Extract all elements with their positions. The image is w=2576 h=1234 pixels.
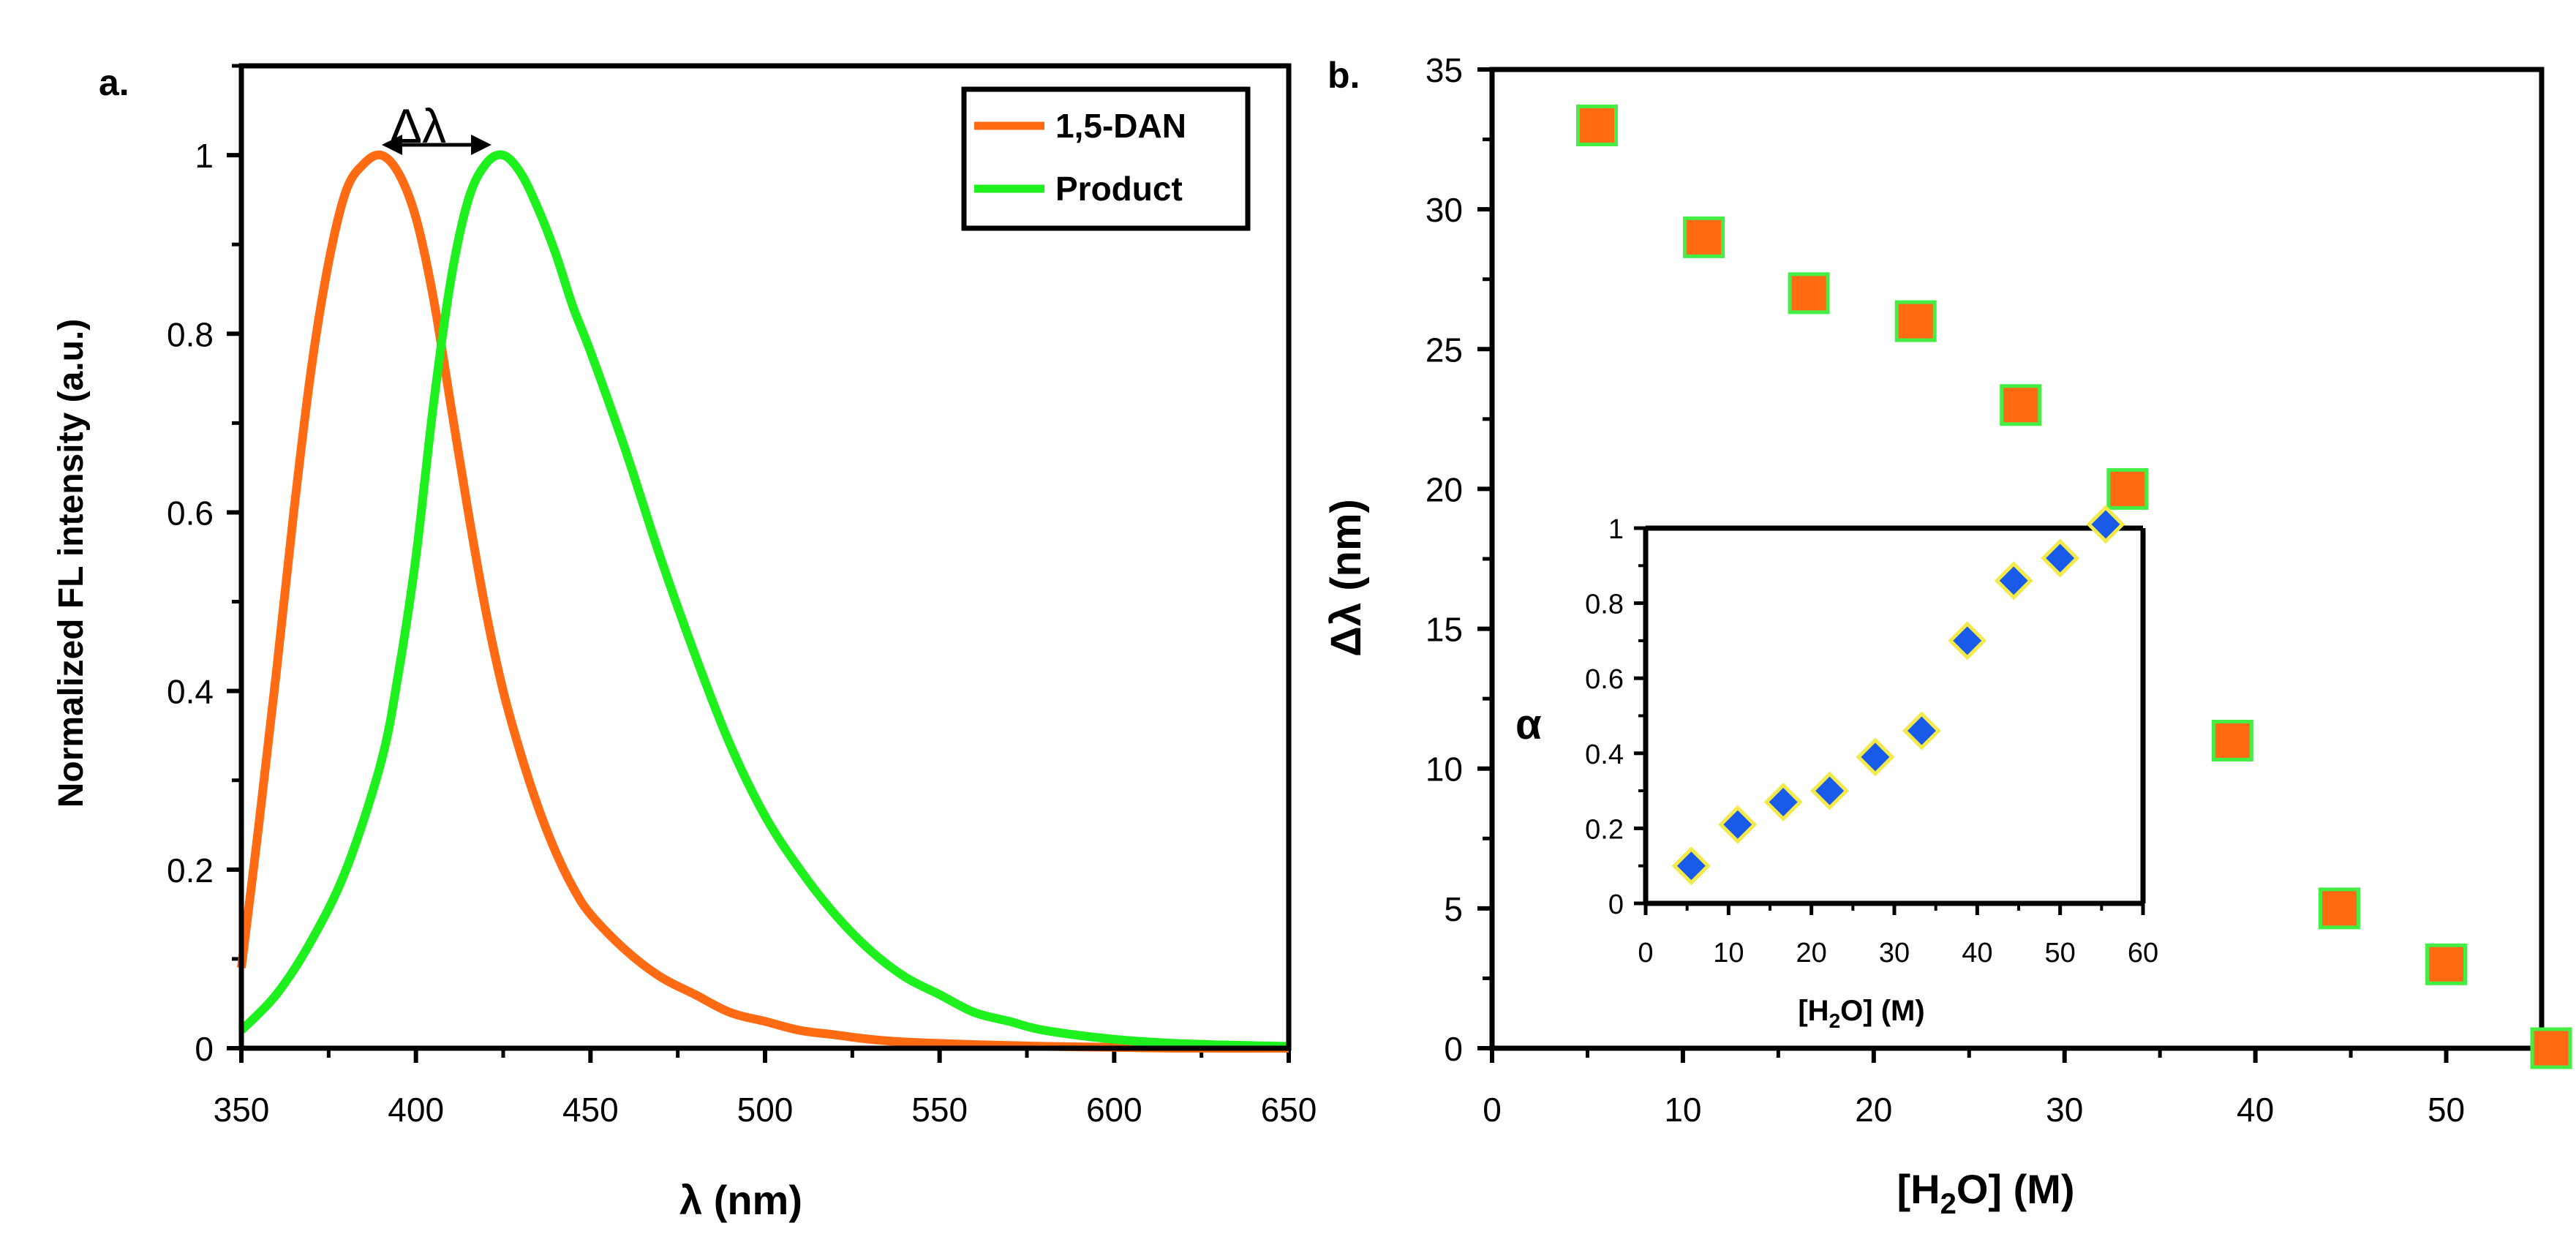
- panel-b-x-tick-label: 40: [2237, 1091, 2274, 1129]
- data-point: [1788, 272, 1830, 315]
- legend-label-1,5-dan: 1,5-DAN: [1055, 107, 1186, 145]
- data-point: [2106, 467, 2149, 510]
- panel-a-y-axis-title: Normalized FL intensity (a.u.): [52, 319, 91, 808]
- panel-a-x-tick-label: 500: [737, 1091, 794, 1129]
- panel-b-y-tick-label: 10: [1426, 750, 1463, 789]
- panel-a-tick-labels: 350 400 450 500 550 600 650 0 0.2 0.4 0.6 0.8 1: [167, 137, 1317, 1129]
- panel-b-label: b.: [1327, 55, 1360, 96]
- legend-label-product: Product: [1055, 170, 1183, 208]
- panel-a-y-tick-label: 0.6: [167, 494, 214, 532]
- inset-y-tick-label: 1: [1608, 514, 1624, 545]
- inset-x-tick-label: 10: [1713, 938, 1744, 968]
- inset-x-tick-label: 0: [1638, 938, 1653, 968]
- inset-data-point: [2086, 505, 2125, 544]
- panel-a-legend: 1,5-DAN Product: [961, 86, 1251, 231]
- panel-b-plot-frame: [1489, 67, 2545, 1051]
- delta-lambda-annotation: Δλ: [382, 99, 492, 155]
- panel-a-x-tick-label: 550: [911, 1091, 968, 1129]
- delta-lambda-arrowhead-left: [382, 135, 402, 155]
- data-point: [2318, 887, 2360, 930]
- inset-y-tick-label: 0.6: [1585, 664, 1624, 695]
- series-line-1-5-dan: [237, 150, 1289, 1053]
- data-point: [1576, 104, 1618, 146]
- inset-background: [1646, 528, 2143, 903]
- panel-b-y-axis-title: Δλ (nm): [1322, 499, 1370, 657]
- inset-y-tick-label: 0.4: [1585, 740, 1624, 770]
- panel-b-x-tick-label: 50: [2428, 1091, 2465, 1129]
- panel-b-y-tick-label: 20: [1426, 470, 1463, 508]
- panel-b-y-tick-label: 30: [1426, 191, 1463, 229]
- inset-series: [1671, 505, 2125, 886]
- panel-b-series: [1576, 104, 2572, 1069]
- legend-box: [961, 86, 1251, 231]
- data-point: [2000, 384, 2042, 426]
- panel-a-plot-frame: [238, 63, 1292, 1051]
- panel-b-y-tick-label: 15: [1426, 611, 1463, 649]
- inset-axes: [1643, 525, 2146, 906]
- inset-x-axis-title: [H2O] (M): [1798, 995, 1924, 1032]
- series-line-product: [238, 150, 1289, 1051]
- panel-a-y-tick-label: 0.8: [167, 315, 214, 353]
- data-point: [1894, 300, 1937, 342]
- panel-a-x-tick-label: 400: [388, 1091, 444, 1129]
- inset-tick-labels: 0 10 20 30 40 50 60 0 0.2 0.4 0.6 0.8 1: [1585, 514, 2158, 968]
- panel-a-label: a.: [99, 62, 129, 103]
- inset-chart: 0 10 20 30 40 50 60 0 0.2 0.4 0.6 0.8 1 α [H2O] (M): [1515, 505, 2158, 1032]
- inset-x-tick-label: 40: [1962, 938, 1992, 968]
- panel-a-y-tick-label: 0: [195, 1030, 214, 1068]
- inset-y-tick-label: 0.8: [1585, 590, 1624, 620]
- panel-a-y-tick-label: 0.2: [167, 851, 214, 889]
- delta-lambda-arrowhead-right: [471, 135, 492, 155]
- panel-b-x-tick-label: 10: [1664, 1091, 1701, 1129]
- inset-y-axis-title: α: [1515, 701, 1542, 748]
- inset-x-tick-label: 60: [2128, 938, 2158, 968]
- inset-data-point: [1948, 621, 1987, 661]
- inset-x-tick-label: 30: [1879, 938, 1910, 968]
- panel-b-y-tick-label: 35: [1426, 51, 1463, 89]
- panel-a-x-axis-title: λ (nm): [679, 1177, 802, 1223]
- inset-data-point: [1718, 805, 1758, 844]
- inset-data-point: [1671, 846, 1711, 886]
- panel-b-y-tick-label: 5: [1444, 890, 1463, 928]
- inset-data-point: [1763, 782, 1803, 822]
- panel-a-series: [237, 150, 1289, 1053]
- data-point: [2425, 943, 2468, 985]
- panel-a-x-tick-label: 350: [214, 1091, 270, 1129]
- inset-y-tick-label: 0: [1608, 889, 1624, 920]
- panel-b-x-tick-label: 20: [1855, 1091, 1892, 1129]
- inset-data-point: [1902, 711, 1941, 750]
- panel-a-x-tick-label: 650: [1261, 1091, 1317, 1129]
- panel-b-x-axis-title: [H2O] (M): [1897, 1166, 2074, 1220]
- inset-x-tick-label: 20: [1796, 938, 1827, 968]
- panel-a: a. 350 400 450 500 550 600 650 0 0.2 0.4 0.6 0.8 1 Δ…: [52, 62, 1317, 1223]
- data-point: [1683, 216, 1725, 258]
- inset-data-point: [1856, 737, 1895, 777]
- panel-a-y-tick-label: 0.4: [167, 673, 214, 711]
- panel-b-x-tick-label: 0: [1483, 1091, 1502, 1129]
- inset-data-point: [1994, 561, 2033, 601]
- inset-data-point: [1810, 771, 1850, 810]
- panel-b-y-tick-label: 0: [1444, 1030, 1463, 1068]
- data-point: [2530, 1027, 2572, 1069]
- data-point: [2211, 719, 2253, 761]
- inset-data-point: [2041, 538, 2080, 578]
- inset-y-tick-label: 0.2: [1585, 814, 1624, 845]
- panel-b-y-tick-label: 25: [1426, 331, 1463, 369]
- panel-a-x-tick-label: 450: [562, 1091, 619, 1129]
- inset-x-tick-label: 50: [2045, 938, 2076, 968]
- panel-a-y-tick-label: 1: [195, 137, 214, 175]
- panel-a-x-tick-label: 600: [1086, 1091, 1142, 1129]
- panel-b-x-tick-label: 30: [2046, 1091, 2083, 1129]
